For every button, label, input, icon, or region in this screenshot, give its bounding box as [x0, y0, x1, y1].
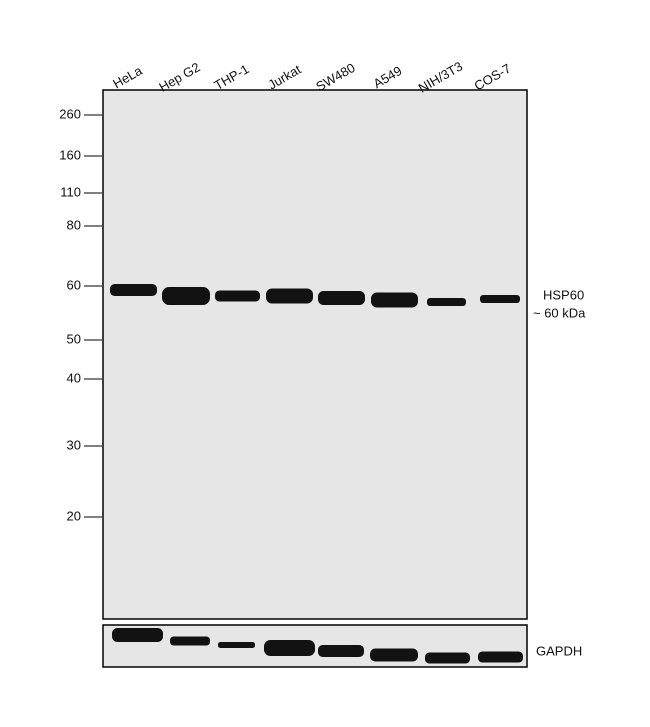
gapdh-band [478, 651, 523, 663]
marker-label: 40 [67, 370, 81, 385]
marker-label: 60 [67, 277, 81, 292]
hsp60-band [480, 295, 520, 303]
marker-label: 80 [67, 217, 81, 232]
gapdh-band [218, 642, 255, 648]
marker-label: 20 [67, 508, 81, 523]
hsp60-band [318, 291, 365, 305]
lane-label: SW480 [313, 60, 357, 94]
hsp60-band [162, 287, 210, 305]
lane-label: Jurkat [265, 62, 303, 93]
hsp60-band [215, 290, 260, 302]
gapdh-band [264, 640, 315, 656]
lane-label: HeLa [110, 62, 145, 91]
gapdh-band [318, 645, 364, 657]
hsp60-band [266, 288, 313, 304]
size-label: ~ 60 kDa [533, 305, 586, 320]
marker-label: 50 [67, 331, 81, 346]
target-label: HSP60 [543, 287, 584, 302]
gapdh-band [425, 652, 470, 664]
marker-label: 260 [59, 106, 81, 121]
gapdh-band [170, 636, 210, 646]
lane-label: COS-7 [472, 61, 514, 94]
hsp60-band [427, 298, 466, 306]
gapdh-band [370, 648, 418, 662]
marker-label: 110 [60, 184, 81, 199]
marker-label: 30 [67, 437, 81, 452]
hsp60-band [110, 284, 157, 296]
gapdh-band [112, 628, 163, 642]
lane-label: THP-1 [211, 61, 251, 93]
loading-label: GAPDH [536, 643, 582, 658]
hsp60-band [371, 292, 418, 308]
marker-label: 160 [59, 147, 81, 162]
lane-label: A549 [371, 63, 405, 91]
main-blot [102, 89, 528, 620]
